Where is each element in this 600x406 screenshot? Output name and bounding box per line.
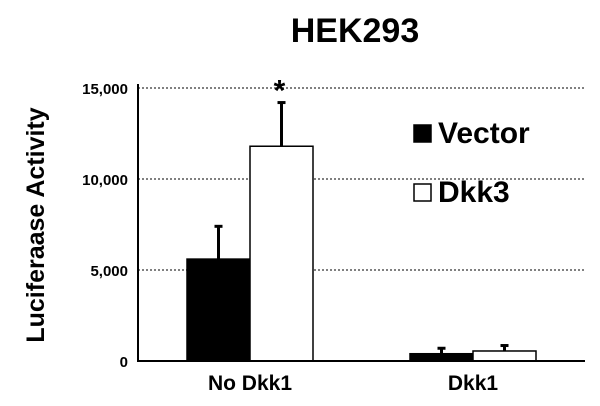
gridlines xyxy=(138,87,585,271)
legend-label-dkk3: Dkk3 xyxy=(438,176,510,209)
y-axis-label: Luciferaase Activity xyxy=(22,107,50,342)
significance-marker: * xyxy=(274,75,286,108)
error-bars xyxy=(214,101,509,354)
legend-label-vector: Vector xyxy=(438,117,530,150)
y-tick-label: 0 xyxy=(120,354,128,371)
y-tick-label: 10,000 xyxy=(82,172,128,189)
legend-swatch-dkk3 xyxy=(413,183,432,202)
x-tick-label: No Dkk1 xyxy=(208,372,292,395)
x-tick-label: Dkk1 xyxy=(448,372,499,395)
bar-vector-no-dkk1 xyxy=(186,258,251,362)
x-tick-labels: No Dkk1 Dkk1 xyxy=(208,372,498,395)
legend: Vector Dkk3 xyxy=(413,117,530,209)
bar-vector-dkk1 xyxy=(409,352,474,362)
y-tick-label: 15,000 xyxy=(82,81,128,98)
y-tick-label: 5,000 xyxy=(90,263,128,280)
annotations: * xyxy=(274,75,286,108)
chart-title: HEK293 xyxy=(291,12,420,50)
bar-dkk3-dkk1 xyxy=(472,350,537,362)
legend-swatch-vector xyxy=(413,124,432,143)
y-tick-labels: 0 5,000 10,000 15,000 xyxy=(82,81,128,371)
bar-dkk3-no-dkk1 xyxy=(249,145,314,362)
